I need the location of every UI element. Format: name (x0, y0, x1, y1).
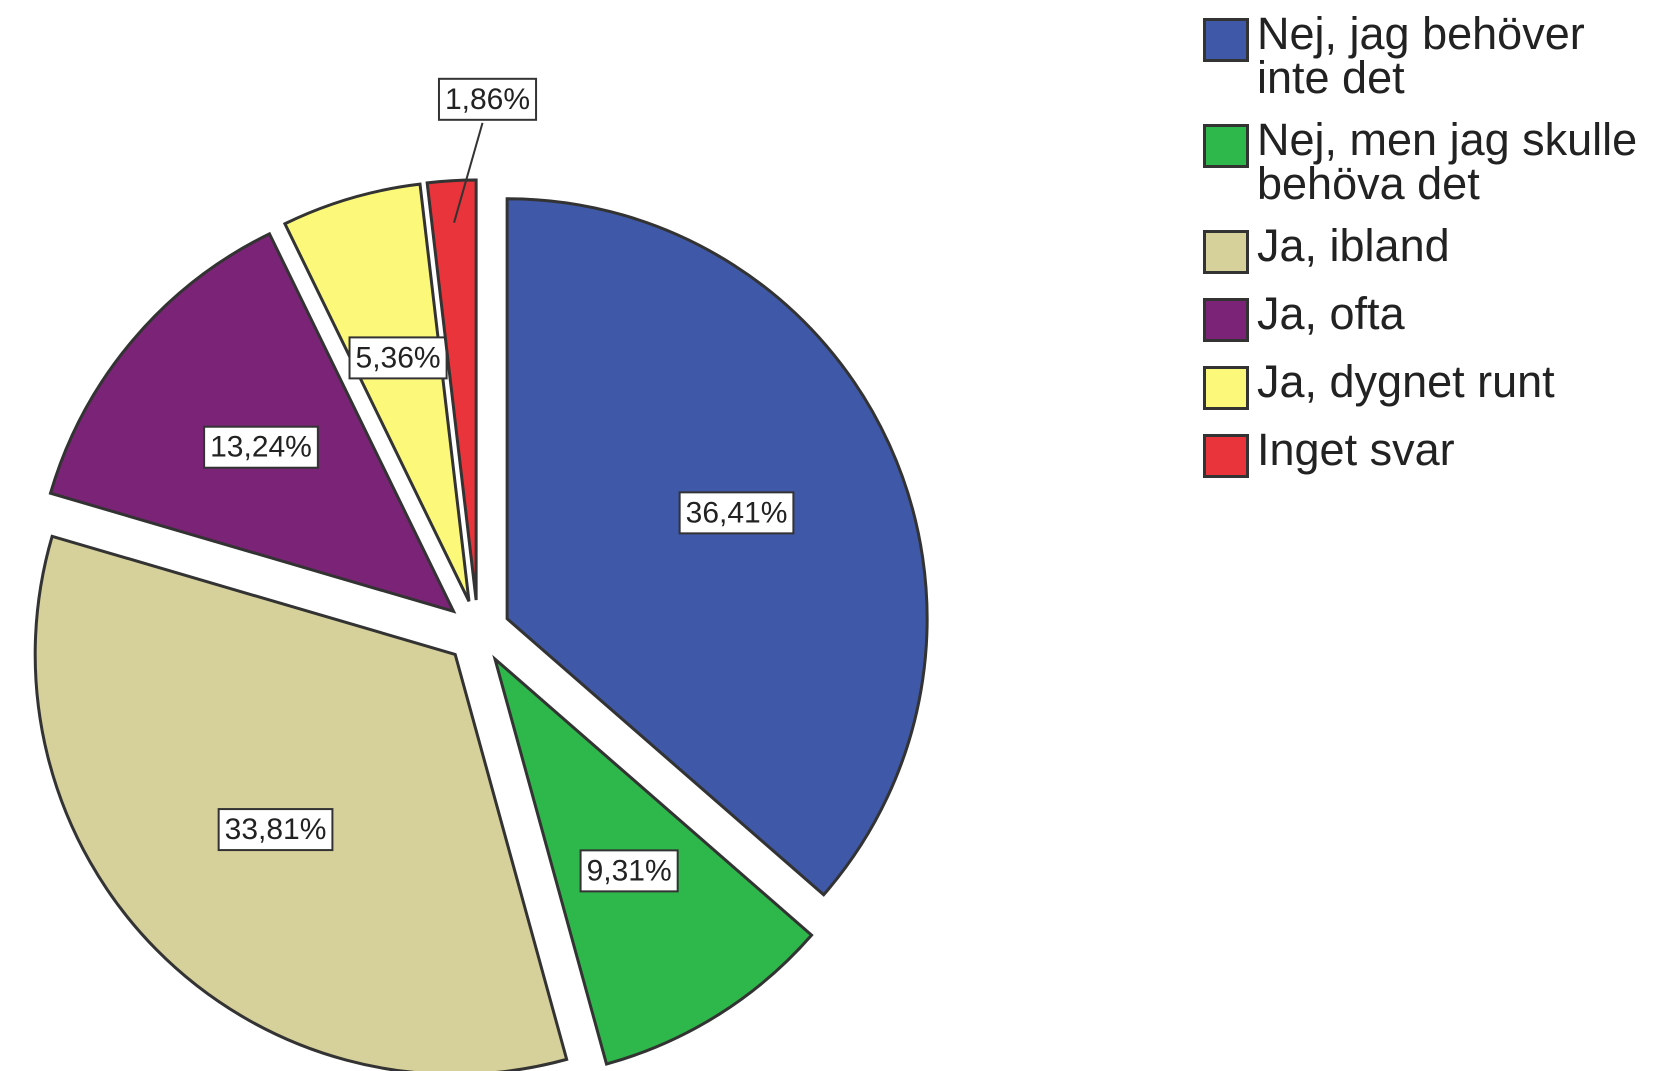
legend: Nej, jag behöver inte det Nej, men jag sk… (1203, 8, 1673, 478)
pie-slice (48, 231, 457, 614)
legend-item: Inget svar (1203, 424, 1673, 478)
legend-item: Nej, jag behöver inte det (1203, 8, 1673, 103)
data-label-box (203, 425, 319, 469)
legend-item: Ja, ofta (1203, 288, 1673, 342)
data-label-box (678, 491, 795, 535)
legend-swatch (1203, 366, 1249, 410)
pie-slice (33, 534, 569, 1071)
pie-slice (282, 182, 471, 602)
legend-swatch (1203, 298, 1249, 342)
data-label: 13,24% (210, 431, 312, 464)
data-label: 9,31% (587, 854, 672, 887)
data-label: 5,36% (356, 341, 441, 374)
legend-label: Ja, dygnet runt (1257, 356, 1555, 407)
data-label-box (348, 336, 448, 380)
leader-line (453, 122, 484, 223)
legend-label: Ja, ibland (1257, 220, 1450, 271)
legend-label: Inget svar (1257, 424, 1455, 475)
legend-swatch (1203, 124, 1249, 168)
pie-slice (425, 178, 478, 601)
data-label: 33,81% (225, 813, 327, 846)
legend-item: Ja, ibland (1203, 220, 1673, 274)
data-label-box (579, 849, 679, 893)
legend-label: Nej, jag behöver inte det (1257, 8, 1585, 103)
legend-item: Nej, men jag skulle behöva det (1203, 114, 1673, 209)
data-label-box (217, 808, 334, 852)
pie-slice (505, 197, 929, 897)
legend-swatch (1203, 18, 1249, 62)
legend-swatch (1203, 230, 1249, 274)
legend-label: Ja, ofta (1257, 288, 1405, 339)
legend-item: Ja, dygnet runt (1203, 356, 1673, 410)
data-label: 36,41% (686, 496, 788, 529)
data-label: 1,86% (445, 83, 530, 116)
data-label-box (437, 77, 538, 121)
legend-swatch (1203, 434, 1249, 478)
legend-label: Nej, men jag skulle behöva det (1257, 114, 1638, 209)
